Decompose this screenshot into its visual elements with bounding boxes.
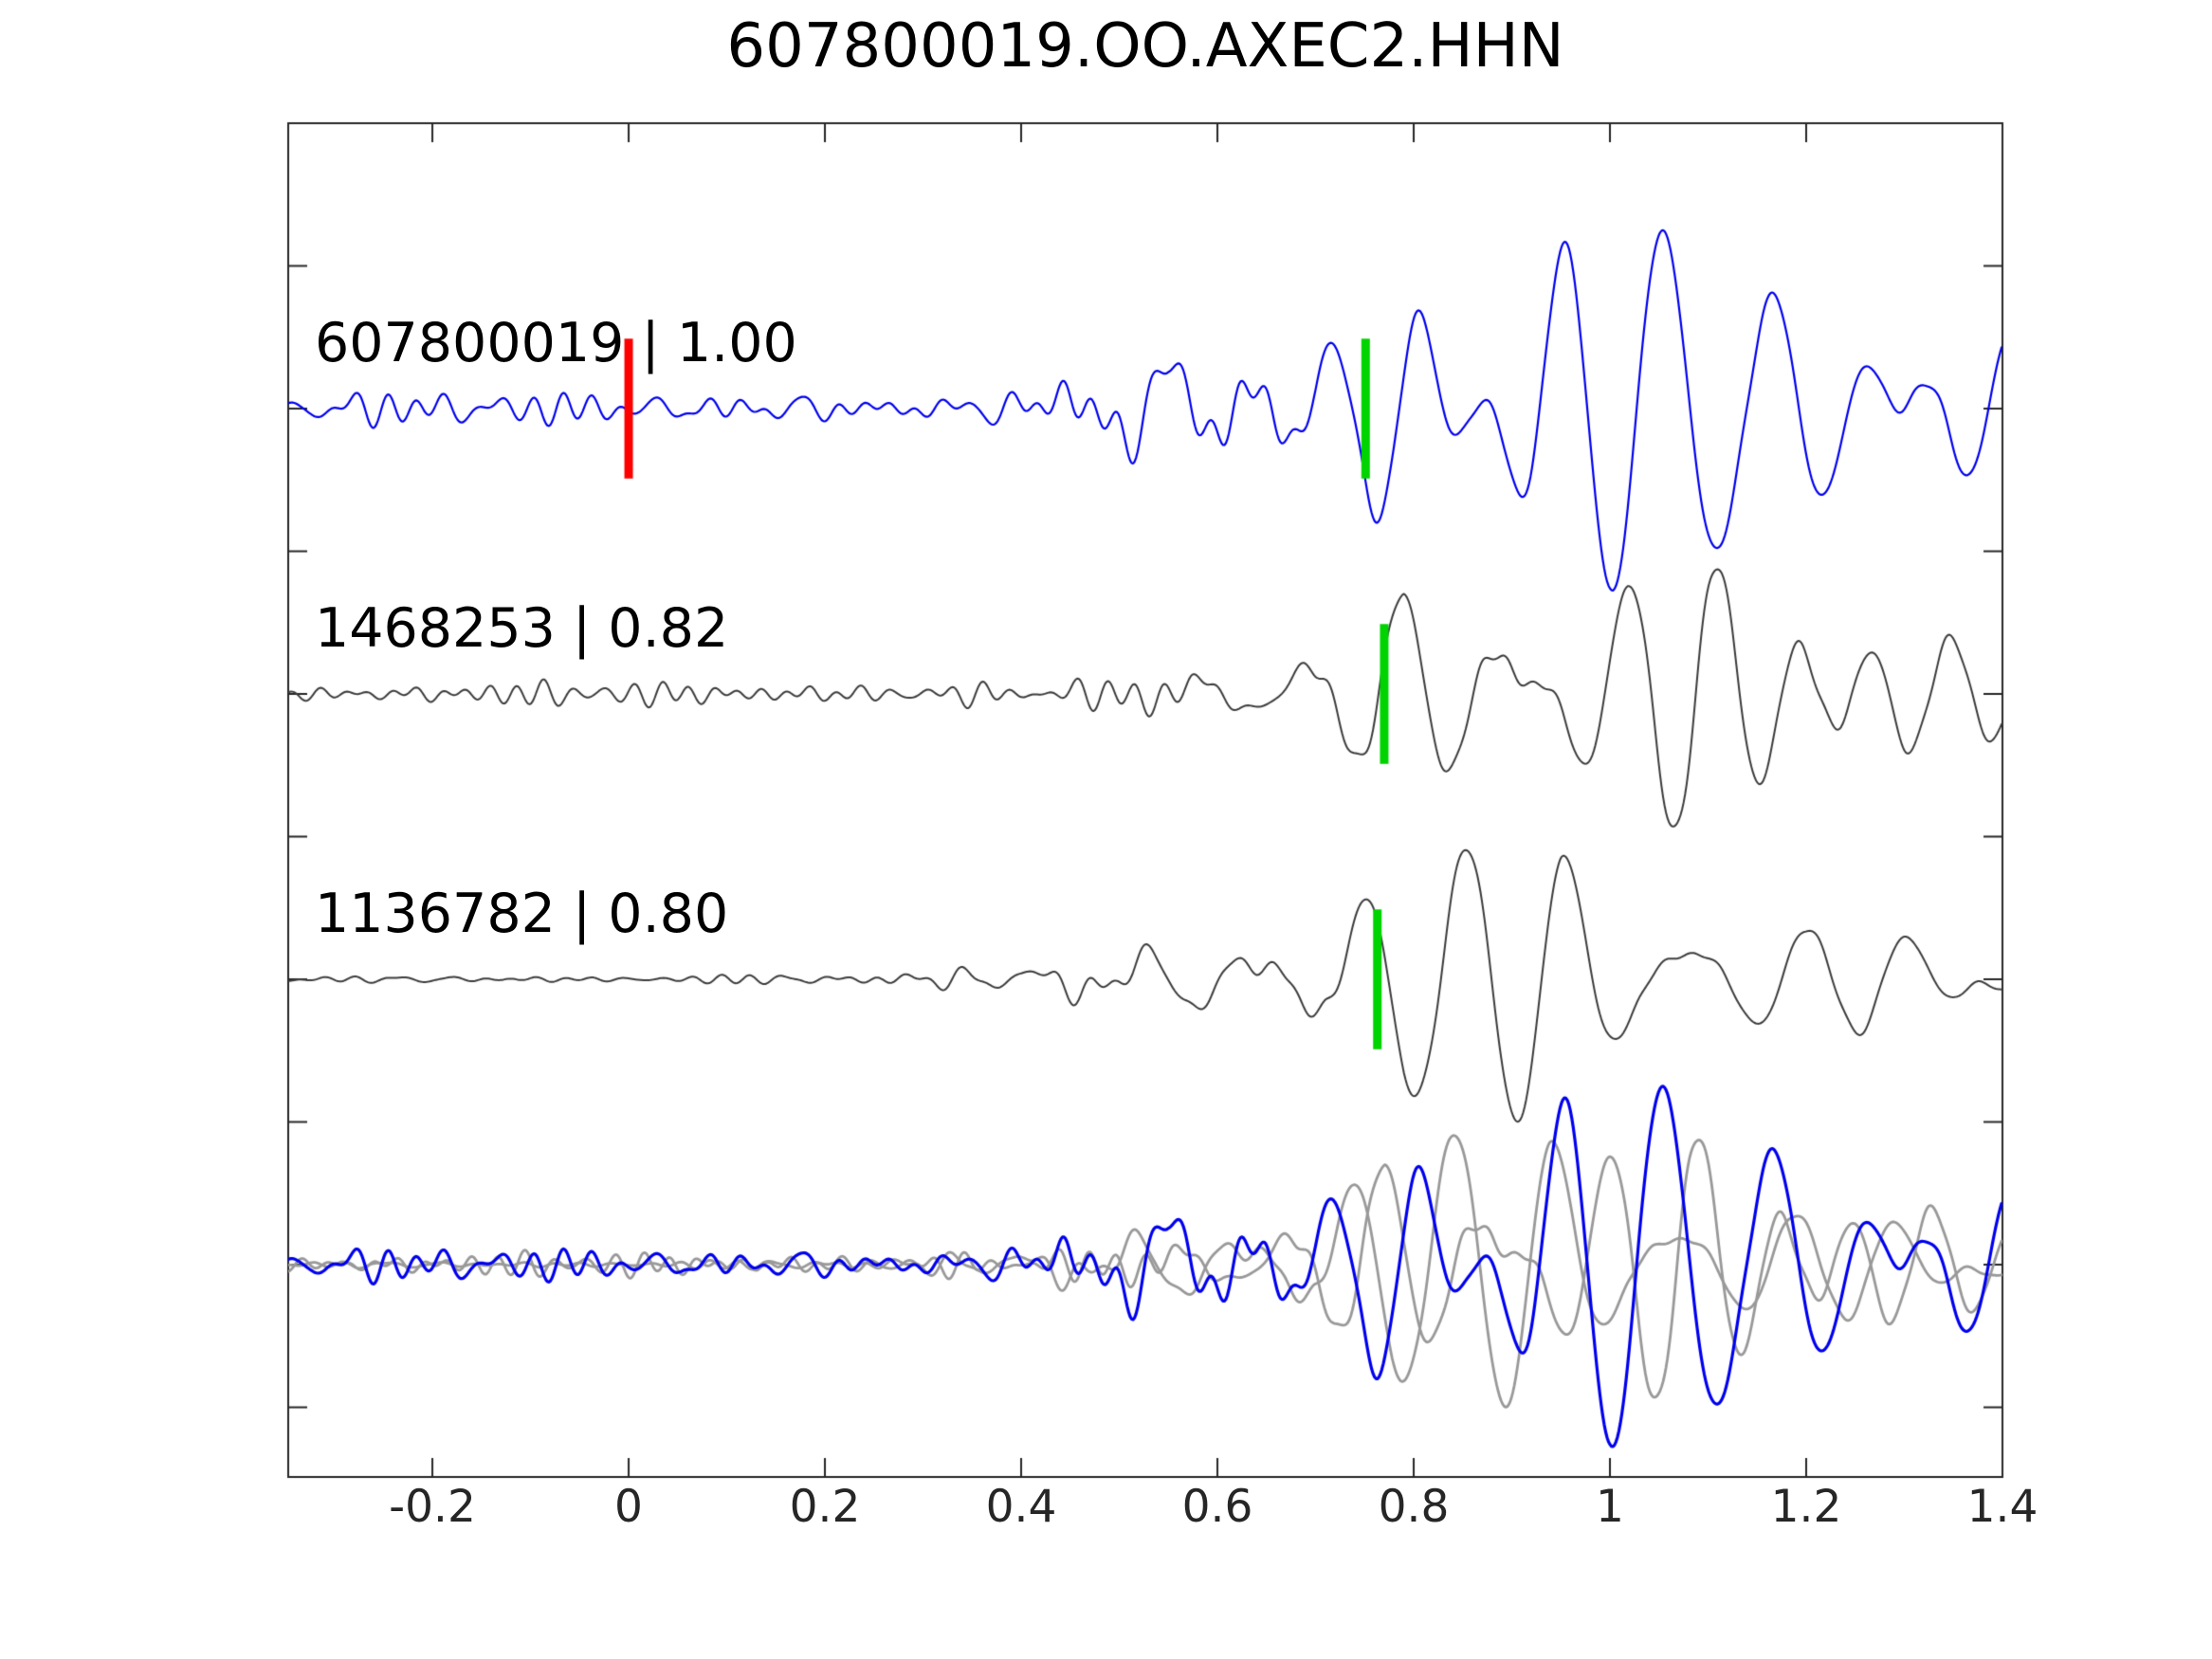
x-tick-label: -0.2 [389,1481,476,1533]
x-tick-label: 0.4 [985,1481,1057,1533]
x-tick-label: 0 [614,1481,643,1533]
trace-label-detection-2: 1136782 | 0.80 [315,883,729,945]
chart-title: 607800019.OO.AXEC2.HHN [726,11,1564,82]
x-tick-label: 1 [1596,1481,1624,1533]
x-tick-label: 0.6 [1181,1481,1253,1533]
x-tick-label: 0.2 [789,1481,861,1533]
trace-label-template: 607800019 | 1.00 [315,312,797,374]
x-tick-label: 0.8 [1378,1481,1450,1533]
trace-label-detection-1: 1468253 | 0.82 [315,597,729,660]
x-tick-label: 1.4 [1966,1481,2038,1533]
x-tick-label: 1.2 [1770,1481,1842,1533]
